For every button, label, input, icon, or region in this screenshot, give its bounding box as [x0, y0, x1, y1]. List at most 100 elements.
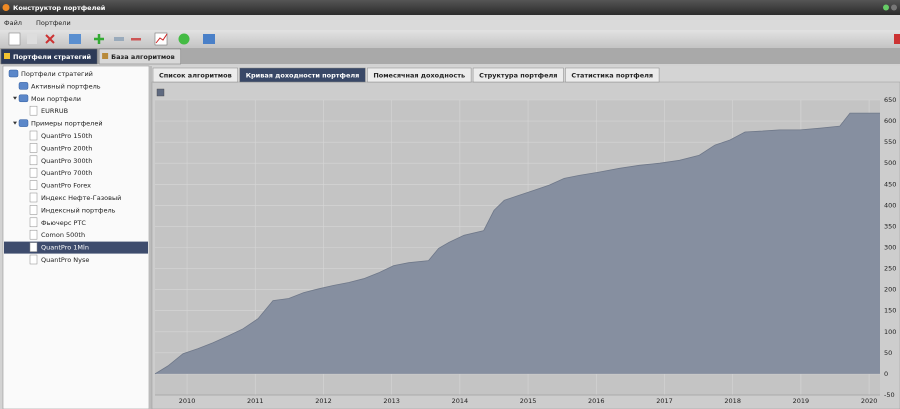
- x-tick-label: 2010: [179, 397, 196, 405]
- legend-swatch: [156, 88, 165, 97]
- content-tab-label[interactable]: Статистика портфеля: [571, 72, 653, 80]
- doc-icon: [29, 167, 38, 178]
- tree-item[interactable]: Примеры портфелей: [31, 120, 103, 128]
- tree-selection: [4, 241, 148, 254]
- doc-icon: [29, 105, 38, 116]
- x-tick-label: 2017: [656, 397, 673, 405]
- tree-item[interactable]: Индекс Нефте-Газовый: [41, 194, 121, 202]
- y-tick-label: 550: [884, 138, 896, 146]
- menu-item[interactable]: Портфели: [36, 19, 71, 27]
- y-tick-label: 200: [884, 286, 896, 294]
- x-tick-label: 2012: [315, 397, 332, 405]
- y-tick-label: 350: [884, 222, 896, 230]
- doc-icon: [29, 192, 38, 203]
- doc-icon: [29, 229, 38, 240]
- minimize-button[interactable]: [883, 4, 889, 11]
- folder-icon: [18, 119, 29, 127]
- tree-item[interactable]: Индексный портфель: [41, 206, 116, 214]
- y-tick-label: -50: [884, 391, 895, 399]
- y-tick-label: 250: [884, 265, 896, 273]
- content-tab-label[interactable]: Список алгоритмов: [159, 72, 232, 80]
- x-tick-label: 2013: [383, 397, 400, 405]
- tree-item[interactable]: QuantPro 150th: [41, 132, 92, 140]
- doc-icon: [29, 155, 38, 166]
- tree-item[interactable]: Фьючерс РТС: [41, 219, 86, 227]
- main-tab-strip: [0, 48, 900, 64]
- tree-item[interactable]: QuantPro Forex: [41, 182, 91, 190]
- tree-item[interactable]: Портфели стратегий: [21, 70, 93, 78]
- x-tick-label: 2016: [588, 397, 605, 405]
- tree-item[interactable]: Comon 500th: [41, 231, 85, 239]
- content-tab[interactable]: [367, 67, 472, 83]
- menu-bar: [0, 15, 900, 30]
- y-tick-label: 0: [884, 370, 888, 378]
- tree-item[interactable]: EURRUB: [41, 107, 68, 115]
- content-tab-label[interactable]: Помесячная доходность: [373, 72, 465, 80]
- doc-icon: [29, 180, 38, 190]
- tree-item[interactable]: QuantPro 200th: [41, 144, 92, 152]
- y-tick-label: 150: [884, 307, 896, 315]
- tree-item[interactable]: QuantPro 1Mln: [41, 244, 89, 252]
- main-tab-label[interactable]: Портфели стратегий: [13, 53, 92, 61]
- menu-item[interactable]: Файл: [4, 19, 22, 27]
- tree-expander[interactable]: [13, 96, 17, 100]
- tree-item[interactable]: QuantPro 300th: [41, 157, 92, 165]
- tree-expander[interactable]: [13, 121, 17, 125]
- app-icon: [2, 4, 10, 11]
- doc-icon: [29, 143, 38, 153]
- open-button[interactable]: [69, 34, 81, 44]
- new-button[interactable]: [8, 32, 21, 46]
- area-line: [154, 112, 880, 375]
- export-button[interactable]: [203, 34, 215, 44]
- toolbar-icons: [8, 32, 900, 46]
- y-tick-label: 500: [884, 159, 896, 167]
- edit-button[interactable]: [27, 34, 37, 44]
- y-tick-label: 300: [884, 244, 896, 252]
- content-tab[interactable]: [565, 67, 660, 83]
- splitter[interactable]: [149, 66, 152, 409]
- delete-button[interactable]: [45, 34, 55, 44]
- doc-icon: [29, 217, 38, 228]
- add-button[interactable]: [94, 34, 104, 44]
- y-tick-label: 50: [884, 349, 892, 357]
- content-tab[interactable]: [239, 67, 366, 83]
- x-tick-label: 2020: [861, 397, 878, 405]
- content-tab[interactable]: [472, 67, 564, 83]
- tree-item[interactable]: QuantPro Nyse: [41, 256, 89, 264]
- tree-item[interactable]: Активный портфель: [31, 82, 101, 90]
- x-tick-label: 2018: [724, 397, 741, 405]
- close-button[interactable]: [891, 4, 897, 11]
- doc-icon: [29, 205, 38, 215]
- y-tick-label: 450: [884, 180, 896, 188]
- folder-icon: [18, 82, 29, 90]
- x-tick-label: 2014: [452, 397, 469, 405]
- tree-item[interactable]: QuantPro 700th: [41, 169, 92, 177]
- y-tick-label: 100: [884, 328, 896, 336]
- area-fill: [155, 113, 880, 374]
- content-tab-label[interactable]: Структура портфеля: [479, 72, 557, 80]
- y-tick-label: 600: [884, 117, 896, 125]
- remove-button[interactable]: [131, 38, 141, 41]
- x-tick-label: 2011: [247, 397, 264, 405]
- doc-icon: [29, 242, 38, 252]
- x-tick-label: 2019: [793, 397, 810, 405]
- doc-icon: [29, 130, 38, 141]
- chart-button-icon: [155, 33, 168, 44]
- title-bar: [0, 0, 900, 15]
- main-tab-label[interactable]: База алгоритмов: [111, 53, 175, 61]
- doc-icon: [29, 254, 38, 265]
- x-tick-label: 2015: [520, 397, 537, 405]
- y-tick-label: 400: [884, 201, 896, 209]
- window-title: Конструктор портфелей: [13, 4, 106, 12]
- tree-item[interactable]: Мои портфели: [31, 95, 81, 103]
- folder-icon: [18, 94, 29, 103]
- content-tab[interactable]: [152, 67, 238, 83]
- content-tab-label[interactable]: Кривая доходности портфеля: [246, 72, 360, 80]
- copy-button[interactable]: [114, 37, 124, 41]
- exit-button[interactable]: [894, 34, 900, 44]
- main-tab[interactable]: [98, 48, 182, 65]
- tab-icon: [102, 53, 109, 59]
- refresh-button[interactable]: [178, 33, 190, 45]
- main-tab[interactable]: [0, 48, 98, 65]
